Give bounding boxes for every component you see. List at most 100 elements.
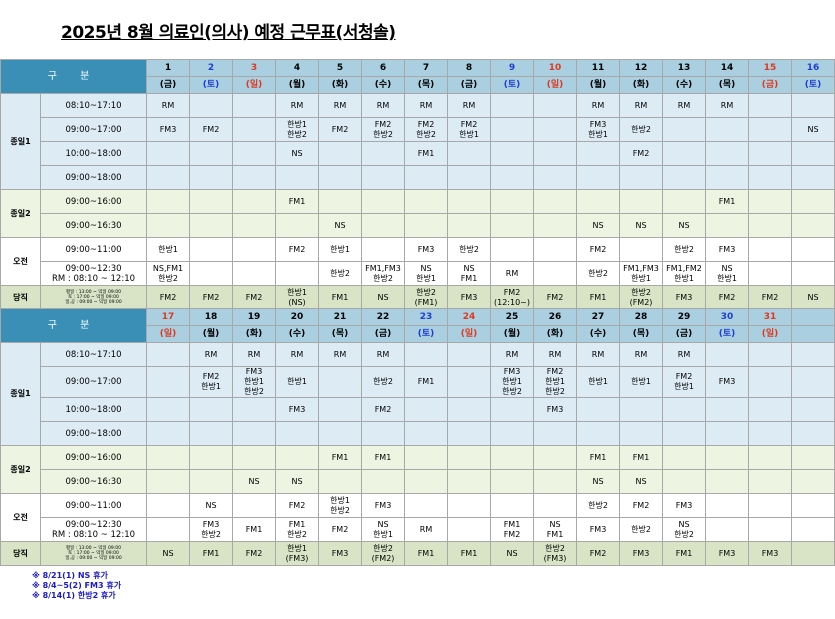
schedule-cell: 한방1: [576, 366, 620, 398]
schedule-cell: [275, 165, 319, 190]
weekday-label: (금): [748, 76, 792, 94]
schedule-cell: [791, 397, 835, 422]
schedule-row: 오전 09:00~11:00 한방1 FM2 한방1 FM3 한방2 FM2 한방2 FM3: [0, 237, 835, 286]
shift-time: 09:00~11:00: [40, 493, 147, 518]
schedule-cell: [533, 93, 577, 118]
schedule-cell: [748, 237, 792, 262]
schedule-cell: NS: [275, 141, 319, 166]
schedule-cell: NS 한방1: [361, 517, 405, 542]
schedule-cell: NS: [576, 469, 620, 494]
schedule-cell: FM3: [533, 397, 577, 422]
schedule-cell: [533, 141, 577, 166]
schedule-cell: RM: [404, 93, 448, 118]
schedule-cell: FM2: [318, 517, 362, 542]
note-item: ※ 8/14(1) 한방2 휴가: [32, 591, 116, 600]
weekday-label: (토): [705, 325, 749, 343]
schedule-cell: [404, 493, 448, 518]
schedule-cell: FM1: [318, 445, 362, 470]
weekday-label: (금): [662, 325, 706, 343]
shift-category: 종일1: [0, 93, 41, 190]
weekday-label: (금): [447, 76, 491, 94]
schedule-cell: [275, 445, 319, 470]
schedule-cell: [748, 366, 792, 398]
schedule-cell: [705, 213, 749, 238]
day-number: 17: [146, 308, 190, 326]
schedule-cell: RM: [447, 93, 491, 118]
shift-time: 09:00~11:00: [40, 237, 147, 262]
schedule-cell: NS: [275, 469, 319, 494]
schedule-cell: [146, 342, 190, 367]
schedule-cell: [791, 213, 835, 238]
schedule-cell: [447, 366, 491, 398]
schedule-cell: [619, 237, 663, 262]
day-number: 7: [404, 59, 448, 77]
schedule-cell: FM1,FM2 한방1: [662, 261, 706, 286]
schedule-cell: [447, 421, 491, 446]
schedule-cell: 한방2 (FM1): [404, 285, 448, 310]
schedule-cell: [275, 421, 319, 446]
day-number: 29: [662, 308, 706, 326]
day-number: 4: [275, 59, 319, 77]
schedule-cell: [318, 141, 362, 166]
schedule-cell: FM2 (12:10~): [490, 285, 534, 310]
schedule-row: 09:00~17:00 FM3 FM2 한방1 한방2 FM2 FM2 한방2 FM2 한방2 FM…: [1, 117, 835, 142]
schedule-cell: RM: [361, 342, 405, 367]
schedule-cell: FM1: [404, 541, 448, 566]
schedule-cell: [318, 189, 362, 214]
weekday-label: (목): [318, 325, 362, 343]
schedule-cell: FM3: [447, 285, 491, 310]
schedule-cell: [533, 165, 577, 190]
day-number: 28: [619, 308, 663, 326]
shift-time: 09:00~12:30 RM : 08:10 ~ 12:10: [40, 261, 147, 286]
schedule-cell: FM2 한방1: [662, 366, 706, 398]
schedule-cell: [490, 189, 534, 214]
weekday-label: (화): [318, 76, 362, 94]
day-number: 3: [232, 59, 276, 77]
schedule-cell: 한방1 (FM3): [275, 541, 319, 566]
schedule-cell: 한방1: [275, 366, 319, 398]
shift-time: 10:00~18:00: [40, 141, 147, 166]
schedule-cell: [705, 342, 749, 367]
schedule-cell: [447, 189, 491, 214]
schedule-cell: [490, 445, 534, 470]
weekday-label: (금): [146, 76, 190, 94]
schedule-cell: [361, 213, 405, 238]
schedule-cell: [705, 517, 749, 542]
schedule-cell: RM: [232, 342, 276, 367]
weekday-label: (수): [275, 325, 319, 343]
shift-time: 08:10~17:10: [40, 342, 147, 367]
day-number: 24: [447, 308, 491, 326]
schedule-cell: NS: [619, 469, 663, 494]
schedule-cell: [275, 213, 319, 238]
schedule-cell: FM3: [576, 517, 620, 542]
schedule-cell: 한방2: [318, 261, 362, 286]
schedule-cell: FM2: [619, 141, 663, 166]
schedule-cell: [490, 421, 534, 446]
schedule-cell: [232, 213, 276, 238]
schedule-cell: FM1 한방2: [275, 517, 319, 542]
schedule-cell: [232, 165, 276, 190]
schedule-cell: [619, 421, 663, 446]
schedule-cell: 한방1: [318, 237, 362, 262]
shift-category: 종일1: [0, 342, 41, 446]
schedule-cell: [447, 141, 491, 166]
schedule-row: 종일2 09:00~16:00 FM1 FM1: [0, 189, 835, 238]
day-number: 2: [189, 59, 233, 77]
schedule-cell: [447, 445, 491, 470]
weekday-label: [791, 325, 835, 343]
weekday-label: (토): [404, 325, 448, 343]
schedule-row: 종일2 09:00~16:00 FM1 FM1 FM1 FM1: [0, 445, 835, 494]
day-number: 6: [361, 59, 405, 77]
schedule-cell: [404, 445, 448, 470]
schedule-cell: [361, 237, 405, 262]
day-number: 16: [791, 59, 835, 77]
schedule-cell: [619, 397, 663, 422]
schedule-table-week2: 구 분 17 18 19 20 21 22 23 24 25 26 27 28 29 30 31 (일) (월)(…: [0, 308, 835, 566]
schedule-cell: FM2: [318, 117, 362, 142]
schedule-cell: [361, 141, 405, 166]
schedule-cell: [662, 117, 706, 142]
page-title: 2025년 8월 의료인(의사) 예정 근무표(서청솔): [61, 23, 396, 43]
day-number: 30: [705, 308, 749, 326]
schedule-cell: RM: [146, 93, 190, 118]
schedule-cell: [662, 445, 706, 470]
